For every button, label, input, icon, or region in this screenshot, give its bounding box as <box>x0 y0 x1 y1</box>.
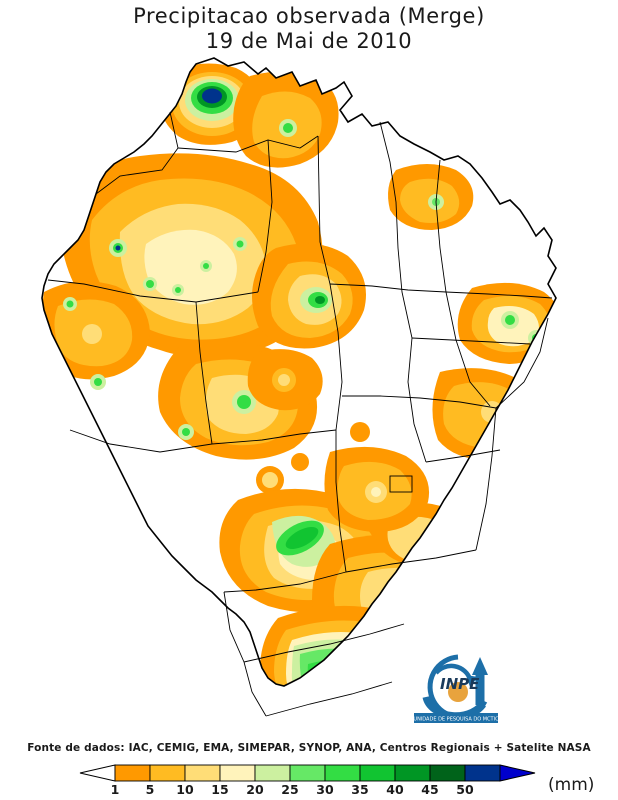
legend-cells <box>114 764 501 782</box>
field-amazonia <box>59 153 323 358</box>
inpe-logo: INPE UNIDADE DE PESQUISA DO MCTIC <box>392 645 520 727</box>
data-source-note: Fonte de dados: IAC, CEMIG, EMA, SIMEPAR… <box>27 742 591 754</box>
state-boundaries <box>47 111 553 717</box>
legend-tick: 35 <box>351 782 368 797</box>
map-canvas <box>0 52 618 732</box>
legend-tick: 10 <box>176 782 194 797</box>
legend-tick: 50 <box>456 782 474 797</box>
legend-tick: 20 <box>246 782 264 797</box>
legend-tick: 45 <box>421 782 438 797</box>
legend-cell <box>394 764 431 782</box>
inpe-logo-svg: INPE UNIDADE DE PESQUISA DO MCTIC <box>413 654 499 723</box>
brazil-border <box>41 57 557 687</box>
title-line-1: Precipitacao observada (Merge) <box>133 4 485 28</box>
logo-inner-arrowhead <box>466 675 478 687</box>
legend-tick-labels: 1 5 10 15 20 25 30 35 40 45 50 <box>111 782 474 797</box>
logo-sphere <box>448 682 468 702</box>
legend-under-arrow <box>79 764 116 782</box>
legend-cell <box>429 764 466 782</box>
logo-up-arrowhead <box>472 657 488 675</box>
logo-wordmark: INPE <box>440 675 480 693</box>
legend-cell <box>324 764 361 782</box>
title-line-2: 19 de Mai de 2010 <box>205 29 413 53</box>
legend-cell <box>184 764 221 782</box>
legend-svg: 1 5 10 15 20 25 30 35 40 45 50 (mm) <box>79 764 594 797</box>
legend-over-arrow <box>499 764 536 782</box>
legend-cell <box>254 764 291 782</box>
legend-unit: (mm) <box>548 775 594 795</box>
field-nordeste <box>247 164 556 529</box>
legend-cell <box>114 764 151 782</box>
legend-tick: 40 <box>386 782 404 797</box>
legend-cell <box>219 764 256 782</box>
logo-inner-arc <box>434 663 473 680</box>
page-title: Precipitacao observada (Merge) 19 de Mai… <box>0 4 618 54</box>
field-acre <box>42 281 150 390</box>
legend-tick: 15 <box>211 782 228 797</box>
logo-tagline-bar <box>414 713 498 723</box>
legend-tick: 1 <box>111 782 120 797</box>
legend-tick: 30 <box>316 782 334 797</box>
field-para-central <box>252 243 366 349</box>
logo-tagline: UNIDADE DE PESQUISA DO MCTIC <box>413 717 499 723</box>
legend-colorbar: 1 5 10 15 20 25 30 35 40 45 50 (mm) <box>0 762 618 798</box>
legend-cell <box>289 764 326 782</box>
legend-cell <box>359 764 396 782</box>
legend-cell <box>149 764 186 782</box>
legend-tick: 25 <box>281 782 298 797</box>
precipitation-map <box>0 52 618 732</box>
legend-cell <box>464 764 501 782</box>
legend-tick: 5 <box>146 782 155 797</box>
